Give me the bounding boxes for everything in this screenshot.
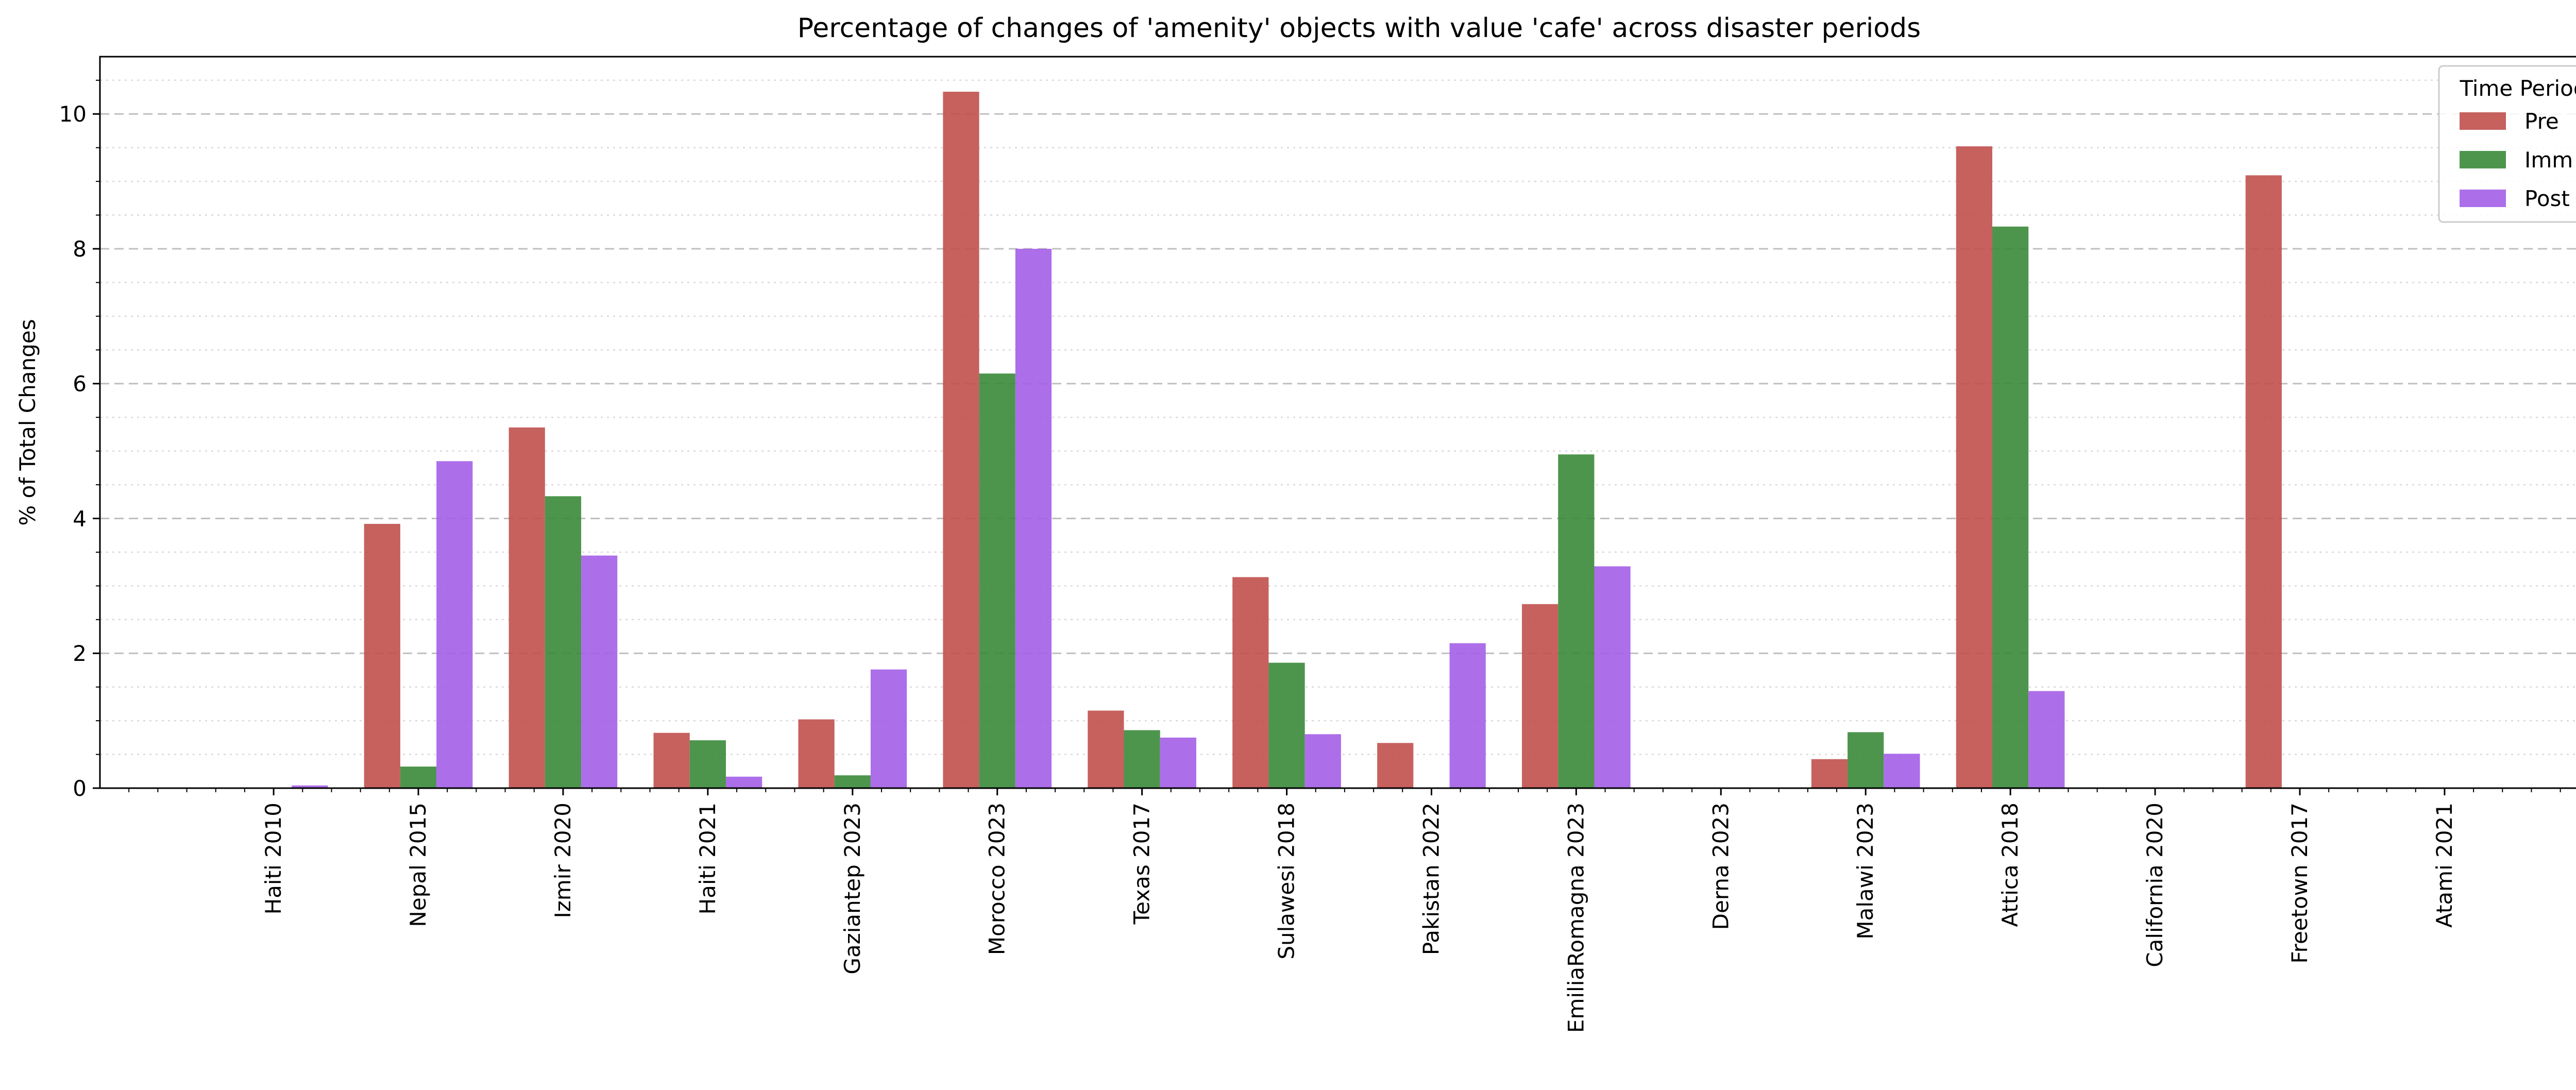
x-tick-label: Texas 2017 <box>1129 803 1155 925</box>
legend-label-post: Post <box>2524 186 2570 211</box>
bar-imm-9 <box>1558 454 1595 788</box>
bar-post-4 <box>870 669 907 788</box>
y-tick-label: 0 <box>73 776 87 801</box>
bar-post-12 <box>2028 691 2065 788</box>
y-axis-label: % of Total Changes <box>15 319 40 525</box>
bar-post-2 <box>581 555 618 788</box>
legend-label-imm: Imm <box>2524 147 2573 173</box>
legend-title: Time Period <box>2459 76 2576 101</box>
bar-imm-3 <box>689 740 726 788</box>
x-tick-label: Derna 2023 <box>1708 803 1733 930</box>
bar-pre-6 <box>1088 710 1124 788</box>
y-tick-label: 10 <box>59 101 87 127</box>
x-tick-label: Attica 2018 <box>1997 803 2023 927</box>
bar-imm-2 <box>545 496 582 788</box>
legend-swatch-pre <box>2460 112 2506 130</box>
bar-pre-14 <box>2245 175 2282 788</box>
bar-post-5 <box>1015 248 1052 789</box>
x-tick-label: Sulawesi 2018 <box>1274 803 1299 960</box>
bar-post-8 <box>1449 643 1486 788</box>
x-tick-label: Haiti 2010 <box>261 803 286 914</box>
x-tick-label: Nepal 2015 <box>405 803 431 927</box>
x-tick-label: Izmir 2020 <box>550 803 575 918</box>
bar-post-3 <box>725 776 762 788</box>
x-tick-label: Pakistan 2022 <box>1418 803 1444 955</box>
x-tick-label: California 2020 <box>2142 803 2167 967</box>
axes: 0 2 4 6 8 10 Haiti 2010 Nepal 2015 Izmir 2020 Hai… <box>59 56 2576 1033</box>
bar-pre-9 <box>1522 604 1558 788</box>
bar-pre-12 <box>1956 146 1993 789</box>
bar-pre-1 <box>364 523 400 788</box>
y-tick-label: 8 <box>73 236 87 262</box>
x-tick-label: Gaziantep 2023 <box>840 803 865 975</box>
y-tick-label: 2 <box>73 641 87 666</box>
bar-imm-6 <box>1124 730 1160 788</box>
legend-label-pre: Pre <box>2524 109 2559 134</box>
bar-post-9 <box>1594 566 1631 788</box>
bar-pre-4 <box>798 719 835 788</box>
legend: Time Period Pre Imm Post <box>2438 65 2576 223</box>
bar-pre-8 <box>1377 743 1414 788</box>
plot-frame <box>99 56 2576 789</box>
bar-post-0 <box>292 785 328 788</box>
bar-pre-2 <box>509 427 545 788</box>
bars <box>292 92 2282 789</box>
bar-pre-7 <box>1232 577 1269 788</box>
legend-swatch-imm <box>2460 151 2506 168</box>
y-tick-label: 4 <box>73 506 87 531</box>
legend-swatch-post <box>2460 190 2506 207</box>
x-tick-label: Atami 2021 <box>2432 803 2457 928</box>
bar-imm-4 <box>834 775 871 788</box>
chart-title: Percentage of changes of 'amenity' objec… <box>798 13 1921 44</box>
y-tick-label: 6 <box>73 371 87 397</box>
bar-post-7 <box>1304 734 1341 788</box>
x-tick-label: Freetown 2017 <box>2287 803 2312 964</box>
x-tick-label: EmiliaRomagna 2023 <box>1563 803 1588 1033</box>
legend-box <box>2438 65 2576 223</box>
bar-post-1 <box>436 461 473 788</box>
bar-post-6 <box>1160 737 1196 788</box>
legend-items: Pre Imm Post <box>2460 109 2573 211</box>
x-tick-label: Haiti 2021 <box>695 803 720 914</box>
bar-post-11 <box>1884 754 1920 788</box>
bar-pre-11 <box>1811 759 1848 788</box>
x-tick-label: Malawi 2023 <box>1853 803 1878 940</box>
bar-pre-3 <box>653 733 690 788</box>
x-tick-label: Morocco 2023 <box>985 803 1010 955</box>
bar-imm-1 <box>400 767 437 788</box>
bar-imm-12 <box>1992 226 2029 789</box>
bar-imm-11 <box>1848 732 1884 788</box>
bar-pre-5 <box>943 92 979 788</box>
bar-imm-5 <box>979 373 1015 788</box>
bar-imm-7 <box>1268 662 1305 788</box>
